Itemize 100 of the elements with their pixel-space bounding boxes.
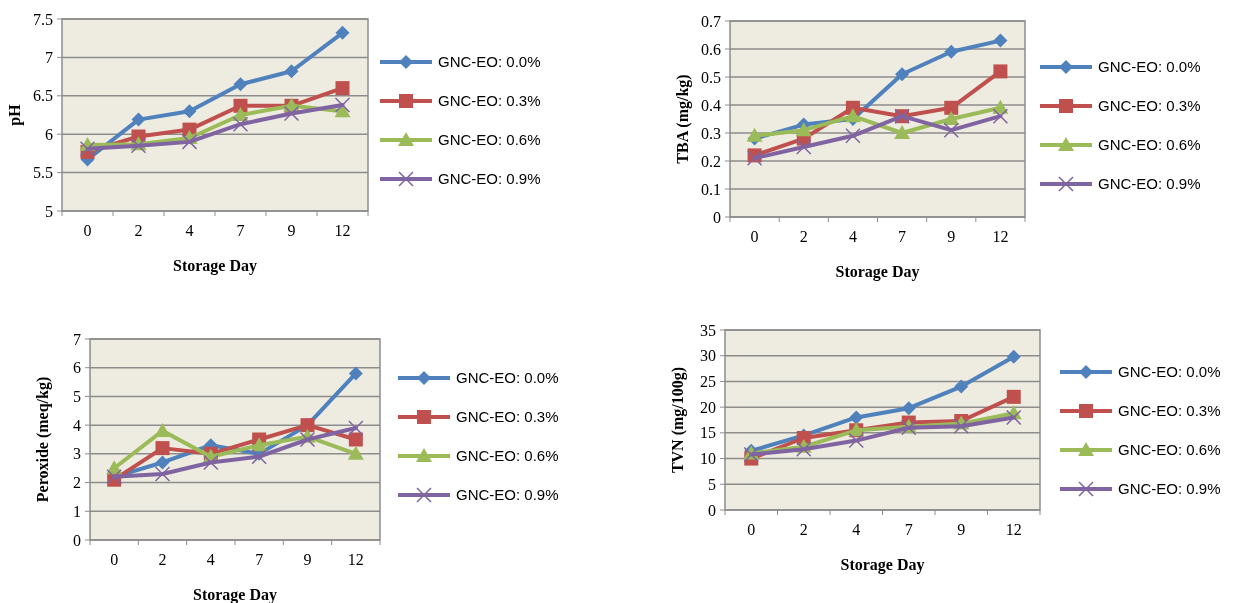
x-tick-label: 12 xyxy=(1005,521,1022,538)
x-axis-title: Storage Day xyxy=(840,556,925,574)
y-tick-label: 1 xyxy=(73,502,81,520)
y-tick-label: 7.5 xyxy=(33,10,53,28)
x-tick-label: 9 xyxy=(957,521,966,538)
y-tick-label: 10 xyxy=(700,450,716,468)
legend-label: GNC-EO: 0.9% xyxy=(456,486,559,504)
legend-label: GNC-EO: 0.0% xyxy=(456,369,559,387)
point xyxy=(155,455,170,470)
y-tick-label: 5 xyxy=(45,202,53,220)
point xyxy=(348,366,363,381)
x-tick-label: 9 xyxy=(287,222,296,239)
y-tick-label: 0.2 xyxy=(701,152,721,170)
point xyxy=(953,418,969,434)
x-tick-label: 4 xyxy=(185,222,194,239)
point xyxy=(251,437,268,452)
y-tick-label: 2 xyxy=(73,474,81,492)
point xyxy=(849,410,864,425)
legend-label: GNC-EO: 0.3% xyxy=(1118,402,1221,420)
point xyxy=(943,111,960,125)
legend-label: GNC-EO: 0.9% xyxy=(1098,175,1201,193)
legend-label: GNC-EO: 0.6% xyxy=(1098,136,1201,154)
y-tick-label: 0.1 xyxy=(701,180,721,198)
point xyxy=(944,100,959,115)
point xyxy=(335,25,350,40)
point xyxy=(348,432,363,447)
x-tick-label: 2 xyxy=(799,521,808,538)
point xyxy=(992,108,1009,124)
y-tick-label: 0.3 xyxy=(701,124,721,142)
y-tick-label: 35 xyxy=(700,321,716,339)
legend-label: GNC-EO: 0.0% xyxy=(438,53,541,71)
y-tick-label: 20 xyxy=(700,398,716,416)
x-tick-label: 0 xyxy=(747,521,756,538)
point xyxy=(251,448,267,465)
point xyxy=(1006,389,1021,404)
x-axis-title: Storage Day xyxy=(173,257,257,275)
legend-label: GNC-EO: 0.0% xyxy=(1118,363,1221,381)
y-tick-label: 30 xyxy=(700,347,716,365)
y-tick-label: 6 xyxy=(45,125,53,143)
point xyxy=(283,105,300,122)
x-tick-label: 4 xyxy=(848,228,857,245)
x-tick-label: 7 xyxy=(904,521,913,538)
y-tick-label: 0.5 xyxy=(701,68,721,86)
point xyxy=(334,97,351,113)
point xyxy=(203,454,219,471)
x-tick-label: 9 xyxy=(947,228,956,245)
y-tick-label: 6.5 xyxy=(33,87,53,105)
point xyxy=(348,420,364,436)
point xyxy=(796,139,812,155)
x-tick-label: 0 xyxy=(750,228,759,245)
y-axis-title: TBA (mg/kg) xyxy=(674,74,692,164)
y-tick-label: 0.7 xyxy=(701,12,721,30)
point xyxy=(155,441,170,456)
y-axis-title: TVN (mg/100g) xyxy=(669,366,687,474)
y-tick-label: 5 xyxy=(73,388,81,406)
y-tick-label: 25 xyxy=(700,373,716,391)
legend-label: GNC-EO: 0.3% xyxy=(456,408,559,426)
point xyxy=(131,112,146,127)
x-tick-label: 12 xyxy=(992,228,1009,245)
y-axis-title: pH xyxy=(6,103,24,126)
point xyxy=(848,432,864,449)
legend-label: GNC-EO: 0.3% xyxy=(438,92,541,110)
legend-label: GNC-EO: 0.6% xyxy=(438,131,541,149)
x-tick-label: 2 xyxy=(799,228,808,245)
point xyxy=(895,67,910,82)
point xyxy=(299,431,316,448)
point xyxy=(746,127,763,142)
y-tick-label: 7 xyxy=(45,49,53,66)
point xyxy=(844,108,861,123)
x-tick-label: 7 xyxy=(898,228,907,245)
point xyxy=(894,125,911,139)
point xyxy=(993,33,1008,48)
point xyxy=(901,401,916,416)
point xyxy=(795,122,812,137)
legend-label: GNC-EO: 0.9% xyxy=(438,170,541,188)
point xyxy=(347,445,364,460)
legend-label: GNC-EO: 0.3% xyxy=(1098,97,1201,115)
legend-label: GNC-EO: 0.6% xyxy=(456,447,559,465)
point xyxy=(944,44,959,59)
y-tick-label: 4 xyxy=(73,416,81,434)
point xyxy=(845,128,861,144)
x-tick-label: 2 xyxy=(158,551,167,568)
point xyxy=(232,116,249,132)
point xyxy=(335,81,350,96)
y-tick-label: 3 xyxy=(73,445,81,463)
y-tick-label: 0.4 xyxy=(701,96,721,114)
legend-label: GNC-EO: 0.0% xyxy=(1098,58,1201,76)
x-tick-label: 12 xyxy=(334,222,351,239)
point xyxy=(154,466,171,482)
y-tick-label: 0 xyxy=(713,208,721,226)
y-tick-label: 5.5 xyxy=(33,164,53,182)
point xyxy=(284,64,299,79)
point xyxy=(796,441,812,458)
x-tick-label: 2 xyxy=(134,222,143,239)
x-axis-title: Storage Day xyxy=(193,586,277,603)
legend-label: GNC-EO: 0.6% xyxy=(1118,441,1221,459)
y-tick-label: 0.6 xyxy=(701,40,721,58)
point xyxy=(943,122,959,138)
x-tick-label: 12 xyxy=(347,551,364,568)
x-tick-label: 7 xyxy=(255,551,264,568)
